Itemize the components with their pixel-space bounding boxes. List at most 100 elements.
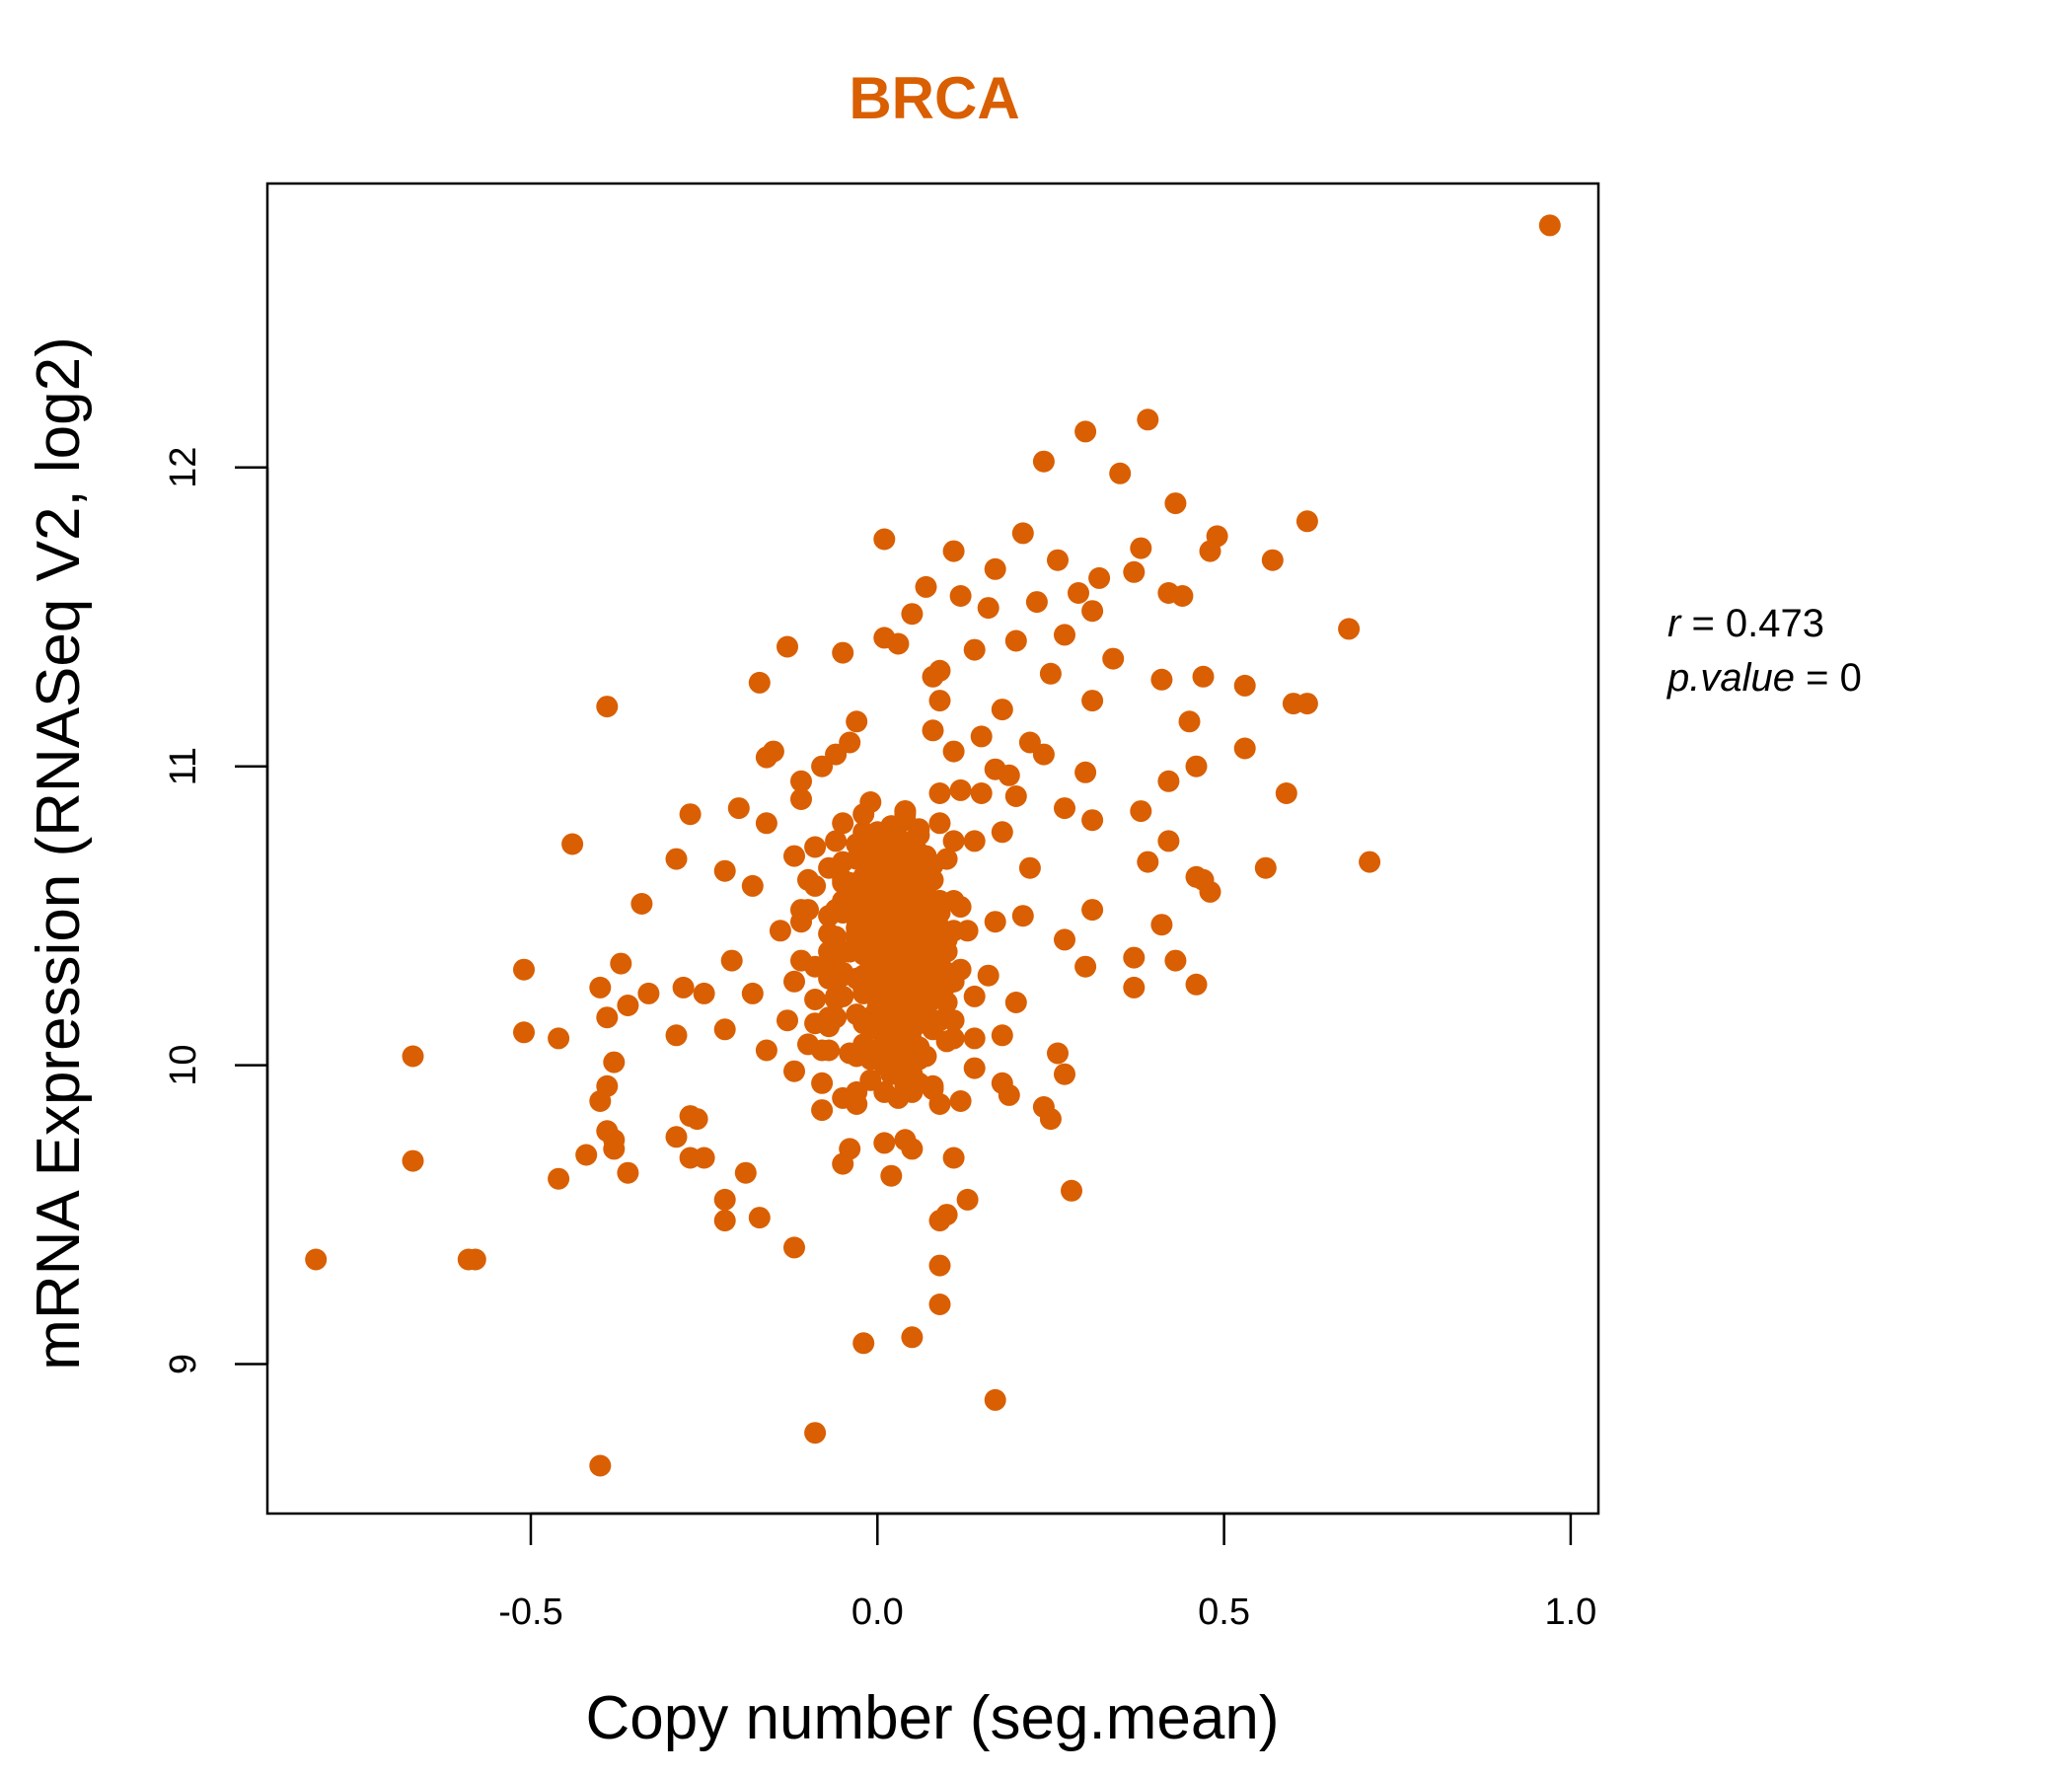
data-point (713, 1018, 736, 1041)
data-point (762, 740, 784, 763)
data-point (1054, 1063, 1075, 1085)
p-equals: = (1795, 656, 1840, 700)
data-point (1178, 710, 1201, 733)
data-point (693, 982, 715, 1004)
data-point (832, 641, 854, 664)
data-point (741, 874, 764, 897)
data-point (1081, 899, 1104, 922)
r-label: r (1667, 602, 1682, 645)
data-point (915, 931, 937, 954)
data-point (603, 1051, 626, 1073)
data-point (942, 1009, 965, 1032)
data-point (783, 970, 805, 993)
data-point (963, 1027, 986, 1050)
data-point (942, 540, 965, 562)
data-point (596, 1006, 619, 1029)
data-point (928, 1294, 951, 1315)
data-point (1025, 591, 1048, 614)
data-point (991, 821, 1013, 844)
data-point (922, 665, 944, 688)
data-point (935, 848, 958, 870)
data-point (734, 1161, 757, 1184)
y-tick-label: 11 (163, 747, 204, 785)
data-point (1275, 782, 1297, 804)
data-point (790, 899, 812, 922)
data-point (998, 1083, 1020, 1106)
data-point (804, 874, 827, 897)
data-point (713, 1210, 736, 1232)
data-point (928, 1254, 951, 1277)
data-point (686, 1108, 708, 1131)
data-point (922, 964, 944, 987)
data-point (1233, 737, 1256, 760)
data-point (402, 1045, 424, 1068)
data-point (963, 1057, 986, 1079)
data-point (839, 731, 861, 754)
data-point (617, 995, 639, 1016)
data-point (915, 1045, 937, 1068)
data-point (846, 1080, 868, 1103)
data-point (610, 952, 632, 975)
data-point (970, 725, 993, 748)
data-point (1192, 665, 1215, 688)
data-point (402, 1149, 424, 1172)
svg-text:p.value = 0: p.value = 0 (1666, 656, 1862, 700)
data-point (603, 1138, 626, 1160)
data-point (1295, 693, 1318, 715)
data-point (942, 1027, 965, 1050)
data-point (832, 1152, 854, 1175)
data-point (575, 1144, 598, 1166)
data-point (741, 982, 764, 1004)
data-point (984, 1388, 1006, 1411)
data-point (894, 800, 917, 823)
data-point (1088, 566, 1111, 589)
data-point (1254, 856, 1277, 879)
data-point (1130, 800, 1152, 823)
data-point (1039, 662, 1062, 685)
data-point (942, 1147, 965, 1169)
data-point (561, 833, 584, 855)
data-point (720, 949, 743, 972)
data-point (665, 1024, 688, 1047)
data-point (679, 803, 702, 826)
data-point (1137, 408, 1159, 431)
data-point (1068, 582, 1089, 604)
data-point (866, 1012, 889, 1035)
x-axis: -0.5 0.0 0.5 1.0 (498, 1512, 1596, 1633)
data-point (873, 627, 896, 649)
data-point (928, 917, 951, 939)
p-value: 0 (1840, 656, 1862, 700)
data-point (513, 1021, 535, 1044)
data-point (1137, 851, 1159, 873)
data-point (901, 603, 924, 626)
data-point (783, 845, 805, 867)
data-point (887, 827, 910, 850)
data-point (963, 830, 986, 852)
data-point (769, 920, 791, 942)
data-points (305, 214, 1561, 1477)
r-equals: = (1680, 602, 1726, 645)
data-point (880, 1164, 903, 1187)
p-label: p.value (1666, 656, 1795, 700)
data-point (1130, 537, 1152, 559)
data-point (1150, 914, 1173, 936)
data-point (804, 836, 827, 858)
data-point (949, 1090, 972, 1112)
data-point (1039, 1108, 1062, 1131)
data-point (804, 989, 827, 1010)
data-point (908, 905, 930, 927)
data-point (915, 845, 937, 867)
data-point (777, 1009, 798, 1032)
data-point (790, 770, 812, 792)
data-point (1157, 770, 1180, 792)
data-point (977, 597, 999, 620)
correlation-annotation: r = 0.473 p.value = 0 (1666, 602, 1862, 700)
data-point (1081, 690, 1104, 712)
data-point (998, 764, 1020, 786)
data-point (1032, 450, 1055, 473)
data-point (818, 1015, 841, 1038)
data-point (305, 1248, 328, 1271)
data-point (1150, 668, 1173, 691)
data-point (1074, 420, 1097, 443)
